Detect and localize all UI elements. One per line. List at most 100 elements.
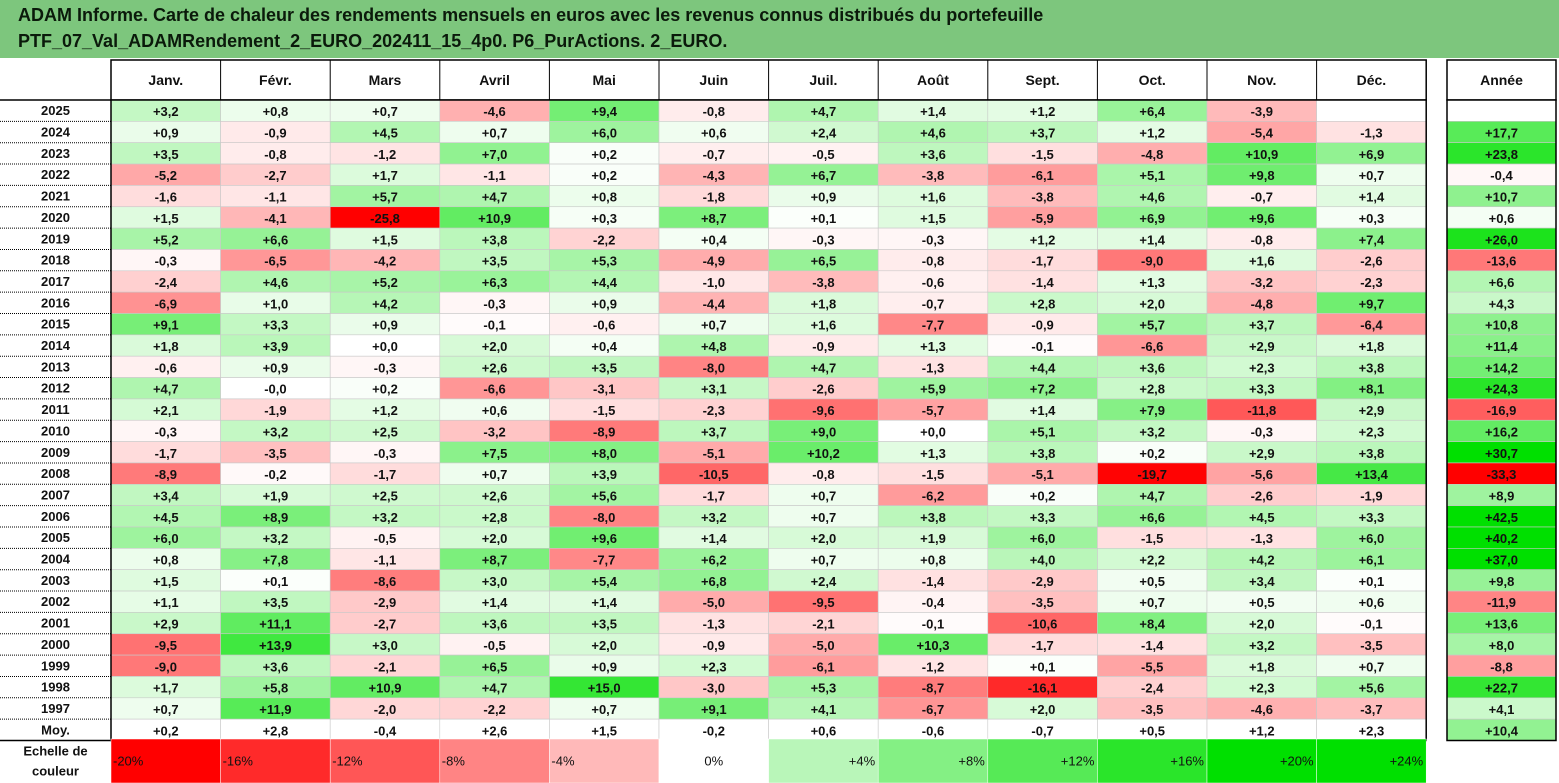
cell-value: -1,2 — [922, 659, 944, 674]
cell-value: -6,1 — [812, 659, 834, 674]
cell-value: +4,7 — [1139, 488, 1165, 503]
cell-value: +2,4 — [811, 126, 837, 141]
cell-value: -0,5 — [812, 147, 834, 162]
cell-value: -0,8 — [812, 467, 834, 482]
cell-value: +0,2 — [591, 147, 617, 162]
cell-value: +4,4 — [591, 275, 617, 290]
legend-swatch — [439, 738, 550, 783]
cell-value: +10,3 — [917, 638, 950, 653]
cell-value: +1,5 — [372, 232, 398, 247]
cell-value: +0,5 — [1249, 595, 1275, 610]
cell-value: -0,8 — [1251, 232, 1273, 247]
legend-label: -16% — [223, 754, 254, 769]
cell-value: -1,5 — [1031, 147, 1053, 162]
cell-value: -1,9 — [1360, 488, 1382, 503]
legend-swatch — [987, 738, 1098, 783]
year-value: +10,4 — [1485, 723, 1519, 738]
row-label-2025: 2025 — [41, 103, 70, 118]
cell-value: +4,7 — [811, 104, 837, 119]
cell-value: +1,2 — [1139, 126, 1165, 141]
cell-value: -3,5 — [264, 446, 286, 461]
cell-value: +5,1 — [1030, 424, 1056, 439]
cell-value: +2,3 — [1359, 424, 1385, 439]
cell-value: -1,9 — [264, 403, 286, 418]
cell-value: +2,8 — [1030, 296, 1056, 311]
year-value: +10,7 — [1485, 190, 1518, 205]
cell-value: +1,6 — [811, 318, 837, 333]
cell-value: +1,7 — [153, 681, 179, 696]
cell-value: -1,1 — [264, 190, 286, 205]
cell-value: -8,9 — [593, 424, 615, 439]
legend-swatch — [110, 738, 221, 783]
cell-value: +3,2 — [1139, 424, 1165, 439]
cell-value: +0,2 — [153, 723, 179, 738]
row-label-1997: 1997 — [41, 701, 70, 716]
cell-value: -4,4 — [703, 296, 726, 311]
cell-value: +0,7 — [811, 488, 837, 503]
cell-value: +1,8 — [811, 296, 837, 311]
cell-value: +6,8 — [701, 574, 727, 589]
cell-value: -1,4 — [1141, 638, 1164, 653]
year-value: +16,2 — [1485, 424, 1518, 439]
cell-value: -1,5 — [1141, 531, 1163, 546]
cell-value: -0,5 — [374, 531, 396, 546]
cell-value: +0,2 — [1139, 446, 1165, 461]
cell-value: -8,6 — [374, 574, 396, 589]
cell-value: -0,7 — [703, 147, 725, 162]
cell-value: +1,2 — [1030, 104, 1056, 119]
cell-value: -2,4 — [155, 275, 178, 290]
cell-value: +0,3 — [1359, 211, 1385, 226]
cell-value: -8,0 — [703, 360, 725, 375]
cell-value: -8,0 — [593, 510, 615, 525]
legend-swatch — [329, 738, 441, 783]
cell-value: -1,5 — [593, 403, 615, 418]
cell-value: +5,1 — [1139, 168, 1165, 183]
cell-value: -0,3 — [483, 296, 505, 311]
legend-swatch — [549, 738, 660, 783]
cell-value: +3,5 — [591, 617, 617, 632]
cell-value: +6,4 — [1139, 104, 1165, 119]
cell-value: +2,6 — [482, 360, 508, 375]
row-label-2006: 2006 — [41, 509, 70, 524]
cell-value: +2,5 — [372, 488, 398, 503]
column-header-5: Mai — [593, 72, 616, 88]
year-value: +14,2 — [1485, 360, 1518, 375]
cell-value: +7,8 — [263, 553, 289, 568]
cell-value: -9,0 — [155, 659, 177, 674]
cell-value: -3,1 — [593, 382, 615, 397]
cell-value: +3,9 — [263, 339, 289, 354]
cell-value: -6,9 — [155, 296, 177, 311]
cell-value: +0,7 — [701, 318, 727, 333]
row-label-2004: 2004 — [41, 552, 71, 567]
cell-value: +0,7 — [811, 510, 837, 525]
cell-value: +3,2 — [1249, 638, 1275, 653]
cell-value: -1,4 — [1031, 275, 1054, 290]
cell-value: +4,8 — [701, 339, 727, 354]
row-label-2010: 2010 — [41, 423, 70, 438]
cell-value: +4,2 — [372, 296, 398, 311]
cell-value: +6,6 — [263, 232, 289, 247]
row-label-2014: 2014 — [41, 338, 71, 353]
cell-value: -1,7 — [155, 446, 177, 461]
cell-value: -3,9 — [1251, 104, 1273, 119]
cell-value: +3,8 — [920, 510, 946, 525]
cell-value: +2,9 — [1359, 403, 1385, 418]
row-label-2013: 2013 — [41, 359, 70, 374]
column-header-12: Déc. — [1357, 72, 1387, 88]
cell-value: +1,0 — [263, 296, 289, 311]
cell-value: +1,3 — [920, 446, 946, 461]
cell-value: -6,1 — [1031, 168, 1053, 183]
cell-value: +0,9 — [372, 318, 398, 333]
column-header-10: Oct. — [1139, 72, 1166, 88]
cell-value: -2,2 — [483, 702, 505, 717]
cell-value: -5,1 — [1031, 467, 1053, 482]
cell-value: -0,1 — [922, 617, 944, 632]
cell-value: +0,7 — [482, 467, 508, 482]
cell-value: +4,5 — [1249, 510, 1275, 525]
year-value: +24,3 — [1485, 382, 1518, 397]
cell-value: +3,5 — [263, 595, 289, 610]
cell-value: -1,6 — [155, 190, 177, 205]
year-value: +0,6 — [1489, 211, 1515, 226]
year-grid-frame — [1446, 99, 1557, 742]
cell-value: -9,5 — [812, 595, 834, 610]
